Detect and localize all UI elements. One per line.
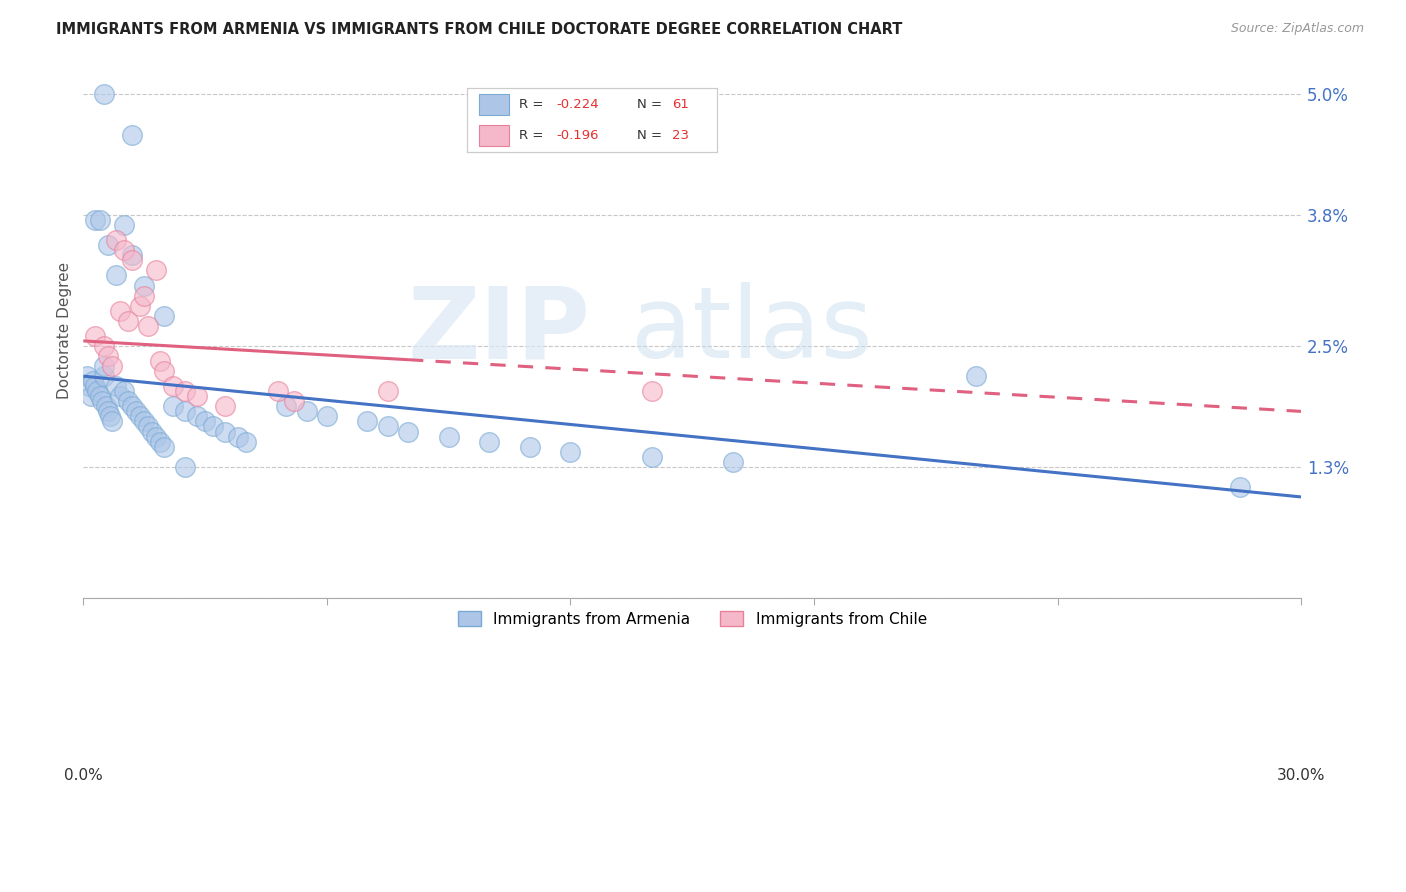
Point — [94, 400, 117, 414]
Point — [89, 213, 111, 227]
Point — [162, 379, 184, 393]
Point — [121, 253, 143, 268]
Point — [640, 384, 662, 399]
Point — [104, 379, 127, 393]
Point — [153, 364, 176, 378]
Point — [173, 459, 195, 474]
Point — [202, 419, 225, 434]
Point — [226, 429, 249, 443]
Text: 0.0%: 0.0% — [63, 768, 103, 783]
Point — [186, 389, 208, 403]
Point — [377, 419, 399, 434]
Point — [149, 434, 172, 449]
Text: Source: ZipAtlas.com: Source: ZipAtlas.com — [1230, 22, 1364, 36]
Point — [136, 318, 159, 333]
Legend: Immigrants from Armenia, Immigrants from Chile: Immigrants from Armenia, Immigrants from… — [451, 605, 934, 632]
Point — [283, 394, 305, 409]
Point — [129, 299, 152, 313]
Point — [125, 404, 148, 418]
Point — [478, 434, 501, 449]
Point — [136, 419, 159, 434]
Point — [100, 414, 122, 428]
Point — [84, 213, 107, 227]
Point — [173, 404, 195, 418]
Point — [295, 404, 318, 418]
Point — [194, 414, 217, 428]
Point — [377, 384, 399, 399]
Point — [121, 128, 143, 142]
Point — [214, 425, 236, 439]
Point — [79, 379, 101, 393]
Point — [93, 339, 115, 353]
Point — [84, 379, 107, 393]
Point — [108, 303, 131, 318]
Point — [141, 425, 163, 439]
Point — [104, 268, 127, 283]
Point — [93, 369, 115, 384]
Point — [108, 389, 131, 403]
Point — [82, 374, 104, 388]
Point — [97, 238, 120, 252]
Point — [276, 400, 298, 414]
Point — [186, 409, 208, 424]
Point — [721, 455, 744, 469]
Point — [640, 450, 662, 464]
Point — [104, 233, 127, 247]
Point — [112, 384, 135, 399]
Point — [97, 349, 120, 363]
Point — [98, 409, 121, 424]
Point — [153, 309, 176, 323]
Point — [134, 414, 156, 428]
Point — [84, 329, 107, 343]
Text: ZIP: ZIP — [408, 283, 591, 379]
Text: 30.0%: 30.0% — [1277, 768, 1326, 783]
Point — [519, 440, 541, 454]
Point — [162, 400, 184, 414]
Point — [134, 278, 156, 293]
Text: IMMIGRANTS FROM ARMENIA VS IMMIGRANTS FROM CHILE DOCTORATE DEGREE CORRELATION CH: IMMIGRANTS FROM ARMENIA VS IMMIGRANTS FR… — [56, 22, 903, 37]
Point — [173, 384, 195, 399]
Point — [90, 394, 112, 409]
Point — [100, 359, 122, 373]
Point — [149, 354, 172, 368]
Point — [145, 429, 167, 443]
Point — [97, 404, 120, 418]
Y-axis label: Doctorate Degree: Doctorate Degree — [58, 262, 72, 400]
Point — [93, 87, 115, 102]
Point — [965, 369, 987, 384]
Point — [112, 218, 135, 232]
Point — [121, 400, 143, 414]
Point — [129, 409, 152, 424]
Point — [117, 314, 139, 328]
Point — [235, 434, 257, 449]
Point — [267, 384, 290, 399]
Point — [396, 425, 419, 439]
Point — [145, 263, 167, 277]
Point — [315, 409, 337, 424]
Text: atlas: atlas — [631, 283, 873, 379]
Point — [560, 444, 582, 458]
Point — [134, 288, 156, 302]
Point — [112, 244, 135, 258]
Point — [89, 389, 111, 403]
Point — [80, 389, 103, 403]
Point — [93, 359, 115, 373]
Point — [121, 248, 143, 262]
Point — [153, 440, 176, 454]
Point — [214, 400, 236, 414]
Point — [1229, 480, 1251, 494]
Point — [117, 394, 139, 409]
Point — [356, 414, 378, 428]
Point — [76, 369, 98, 384]
Point — [86, 384, 108, 399]
Point — [437, 429, 460, 443]
